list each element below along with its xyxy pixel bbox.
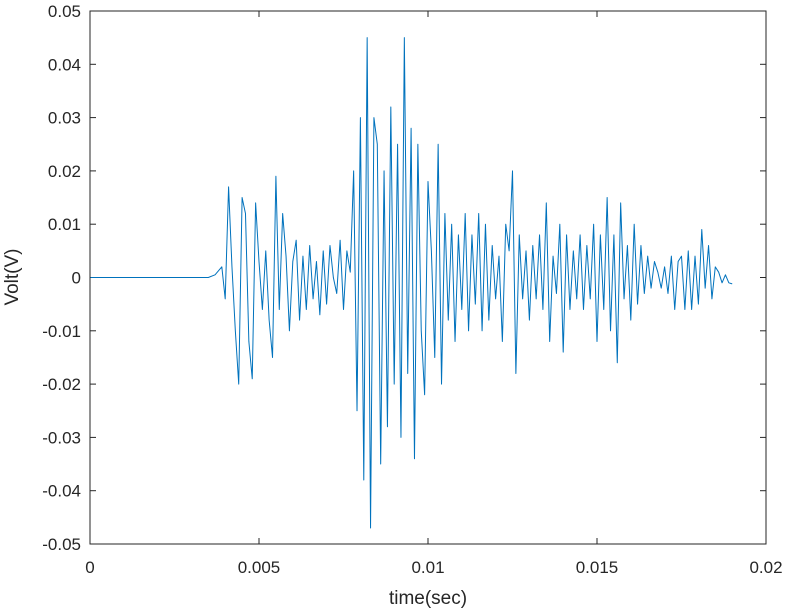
y-axis-label: Volt(V) <box>2 248 23 305</box>
y-tick-label: 0.02 <box>48 162 81 181</box>
y-tick-label: -0.04 <box>42 482 81 501</box>
y-tick-label: -0.05 <box>42 535 81 554</box>
x-tick-label: 0 <box>85 558 94 577</box>
x-tick-label: 0.02 <box>749 558 782 577</box>
y-tick-label: 0.04 <box>48 55 81 74</box>
x-axis-ticks: 0 0.005 0.01 0.015 0.02 <box>85 11 783 577</box>
x-tick-label: 0.015 <box>576 558 619 577</box>
y-tick-label: 0.01 <box>48 215 81 234</box>
x-tick-label: 0.005 <box>238 558 281 577</box>
plot-frame <box>89 10 767 545</box>
y-tick-label: 0.05 <box>48 2 81 21</box>
x-tick-label: 0.01 <box>411 558 444 577</box>
y-tick-label: -0.02 <box>42 375 81 394</box>
y-tick-label: 0 <box>72 269 81 288</box>
y-axis-ticks: -0.05 -0.04 -0.03 -0.02 -0.01 0 0.01 0.02 0.03 0.… <box>42 2 766 554</box>
y-tick-label: -0.03 <box>42 428 81 447</box>
y-tick-label: -0.01 <box>42 322 81 341</box>
x-axis-label: time(sec) <box>389 588 467 609</box>
y-tick-label: 0.03 <box>48 109 81 128</box>
series-line <box>90 37 733 529</box>
